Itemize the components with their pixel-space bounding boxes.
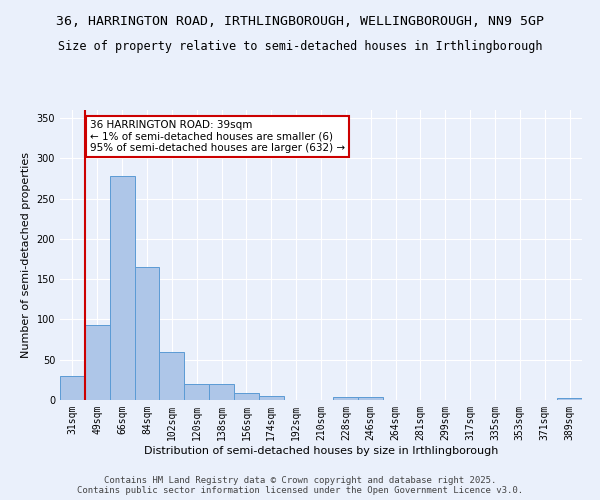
X-axis label: Distribution of semi-detached houses by size in Irthlingborough: Distribution of semi-detached houses by … xyxy=(144,446,498,456)
Text: Size of property relative to semi-detached houses in Irthlingborough: Size of property relative to semi-detach… xyxy=(58,40,542,53)
Bar xyxy=(557,398,582,400)
Text: 36 HARRINGTON ROAD: 39sqm
← 1% of semi-detached houses are smaller (6)
95% of se: 36 HARRINGTON ROAD: 39sqm ← 1% of semi-d… xyxy=(90,120,345,153)
Bar xyxy=(160,352,184,400)
Text: 36, HARRINGTON ROAD, IRTHLINGBOROUGH, WELLINGBOROUGH, NN9 5GP: 36, HARRINGTON ROAD, IRTHLINGBOROUGH, WE… xyxy=(56,15,544,28)
Bar xyxy=(334,397,358,400)
Bar xyxy=(134,267,160,400)
Y-axis label: Number of semi-detached properties: Number of semi-detached properties xyxy=(21,152,31,358)
Bar xyxy=(85,325,110,400)
Bar xyxy=(110,176,134,400)
Text: Contains HM Land Registry data © Crown copyright and database right 2025.
Contai: Contains HM Land Registry data © Crown c… xyxy=(77,476,523,495)
Bar xyxy=(60,376,85,400)
Bar xyxy=(234,393,259,400)
Bar xyxy=(358,397,383,400)
Bar xyxy=(209,384,234,400)
Bar xyxy=(259,396,284,400)
Bar xyxy=(184,384,209,400)
